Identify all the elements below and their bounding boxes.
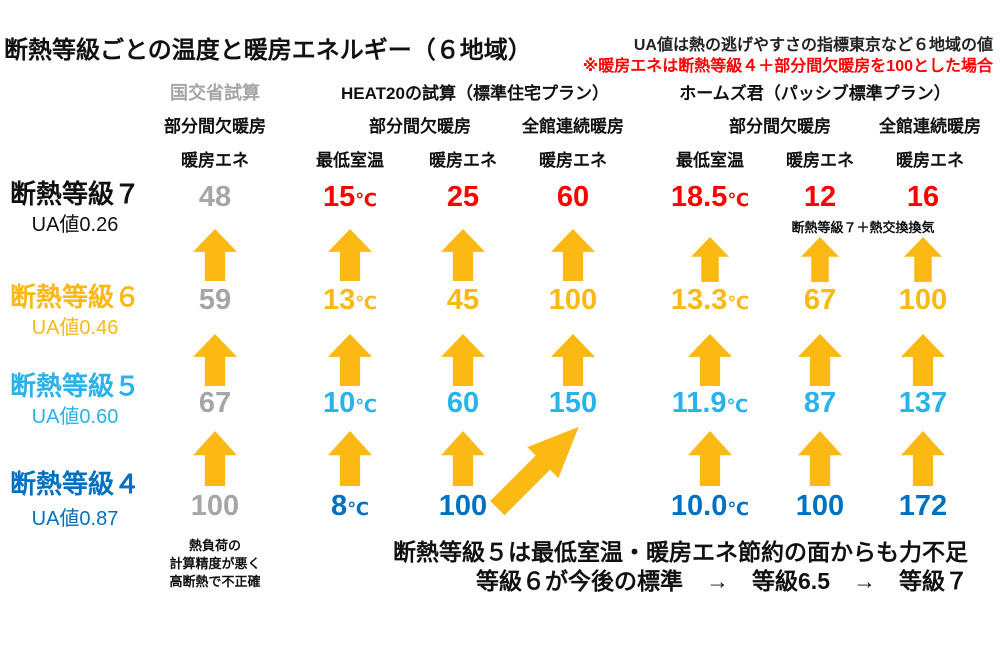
value-grade4-heat20-min-temp: 8℃ bbox=[331, 490, 369, 522]
up-arrow-icon bbox=[691, 237, 729, 282]
up-arrow-icon bbox=[551, 229, 595, 281]
header-mode-homeskun-intermittent: 部分間欠暖房 bbox=[729, 117, 831, 136]
row-ua-grade5: UA値0.60 bbox=[31, 406, 119, 428]
up-arrow-icon bbox=[688, 334, 732, 386]
value-grade6-heat20-energy-intermittent: 45 bbox=[446, 284, 480, 316]
value-grade7-homeskun-energy-continuous: 16 bbox=[906, 181, 940, 213]
header-mode-heat20-continuous: 全館連続暖房 bbox=[522, 117, 624, 136]
row-label-grade4: 断熱等級４ bbox=[9, 469, 140, 499]
up-arrow-icon bbox=[441, 229, 485, 281]
value-grade4-homeskun-energy-continuous: 172 bbox=[898, 490, 948, 522]
up-arrow-icon bbox=[688, 431, 732, 486]
up-arrow-icon bbox=[798, 334, 842, 386]
value-grade4-mlit-energy: 100 bbox=[190, 490, 240, 522]
value-grade7-heat20-energy-continuous: 60 bbox=[556, 181, 590, 213]
header-metric-mlit-energy: 暖房エネ bbox=[181, 151, 249, 170]
up-arrow-icon bbox=[193, 334, 237, 386]
header-metric-heat20-energy-intermittent: 暖房エネ bbox=[429, 151, 497, 170]
header-group-mlit: 国交省試算 bbox=[170, 83, 260, 103]
diagonal-up-arrow-icon bbox=[482, 411, 594, 523]
header-metric-homeskun-min-temp: 最低室温 bbox=[676, 151, 744, 170]
energy-baseline-note: ※暖房エネは断熱等級４＋部分間欠暖房を100とした場合 bbox=[582, 58, 993, 75]
value-grade5-mlit-energy: 67 bbox=[198, 387, 232, 419]
up-arrow-icon bbox=[901, 334, 945, 386]
up-arrow-icon bbox=[193, 431, 237, 486]
mlit-accuracy-note-line: 熱負荷の bbox=[188, 538, 241, 553]
conclusion-line-1: 断熱等級５は最低室温・暖房エネ節約の面からも力不足 bbox=[393, 539, 968, 565]
value-grade5-heat20-energy-intermittent: 60 bbox=[446, 387, 480, 419]
value-grade7-homeskun-min-temp: 18.5℃ bbox=[670, 181, 750, 213]
value-grade7-heat20-energy-intermittent: 25 bbox=[446, 181, 480, 213]
header-mode-homeskun-continuous: 全館連続暖房 bbox=[879, 117, 981, 136]
header-metric-heat20-min-temp: 最低室温 bbox=[316, 151, 384, 170]
value-grade5-heat20-min-temp: 10℃ bbox=[322, 387, 378, 419]
value-grade6-heat20-min-temp: 13℃ bbox=[322, 284, 378, 316]
value-grade6-homeskun-energy-intermittent: 67 bbox=[803, 284, 837, 316]
up-arrow-icon bbox=[441, 334, 485, 386]
header-group-homeskun: ホームズ君（パッシブ標準プラン） bbox=[679, 84, 951, 103]
up-arrow-icon bbox=[441, 431, 485, 486]
header-group-heat20: HEAT20の試算（標準住宅プラン） bbox=[341, 84, 609, 103]
value-grade6-homeskun-min-temp: 13.3℃ bbox=[670, 284, 750, 316]
row-label-grade7: 断熱等級７ bbox=[9, 179, 140, 209]
header-metric-homeskun-energy-continuous: 暖房エネ bbox=[896, 151, 964, 170]
value-grade4-heat20-energy-intermittent: 100 bbox=[438, 490, 488, 522]
up-arrow-icon bbox=[901, 431, 945, 486]
row-ua-grade4: UA値0.87 bbox=[31, 508, 119, 530]
mlit-accuracy-note: 熱負荷の 計算精度が悪く 高断熱で不正確 bbox=[140, 537, 290, 591]
ua-definition-note: UA値は熱の逃げやすさの指標東京など６地域の値 bbox=[633, 37, 993, 54]
up-arrow-icon bbox=[328, 229, 372, 281]
up-arrow-icon bbox=[798, 431, 842, 486]
up-arrow-icon bbox=[551, 334, 595, 386]
up-arrow-icon bbox=[904, 237, 942, 282]
page-title: 断熱等級ごとの温度と暖房エネルギー（６地域） bbox=[4, 37, 532, 64]
value-grade7-heat20-min-temp: 15℃ bbox=[322, 181, 378, 213]
up-arrow-icon bbox=[328, 431, 372, 486]
value-grade5-heat20-energy-continuous: 150 bbox=[548, 387, 598, 419]
row-ua-grade6: UA値0.46 bbox=[31, 317, 119, 339]
row-ua-grade7: UA値0.26 bbox=[31, 214, 119, 236]
value-grade7-mlit-energy: 48 bbox=[198, 181, 232, 213]
row-label-grade5: 断熱等級５ bbox=[9, 371, 140, 401]
up-arrow-icon bbox=[801, 237, 839, 282]
value-grade4-homeskun-energy-intermittent: 100 bbox=[795, 490, 845, 522]
up-arrow-icon bbox=[193, 229, 237, 281]
value-grade6-homeskun-energy-continuous: 100 bbox=[898, 284, 948, 316]
value-grade5-homeskun-min-temp: 11.9℃ bbox=[671, 387, 749, 419]
value-grade6-heat20-energy-continuous: 100 bbox=[548, 284, 598, 316]
header-metric-homeskun-energy-intermittent: 暖房エネ bbox=[786, 151, 854, 170]
value-grade4-homeskun-min-temp: 10.0℃ bbox=[670, 490, 750, 522]
value-grade5-homeskun-energy-continuous: 137 bbox=[898, 387, 948, 419]
value-grade5-homeskun-energy-intermittent: 87 bbox=[803, 387, 837, 419]
mlit-accuracy-note-line: 計算精度が悪く bbox=[169, 556, 261, 571]
conclusion-line-2: 等級６が今後の標準 → 等級6.5 → 等級７ bbox=[476, 568, 968, 594]
header-mode-mlit-intermittent: 部分間欠暖房 bbox=[164, 117, 266, 136]
value-grade6-mlit-energy: 59 bbox=[198, 284, 232, 316]
header-mode-heat20-intermittent: 部分間欠暖房 bbox=[369, 117, 471, 136]
grade7-heat-exchange-note: 断熱等級７＋熱交換換気 bbox=[791, 220, 935, 235]
header-metric-heat20-energy-continuous: 暖房エネ bbox=[539, 151, 607, 170]
up-arrow-icon bbox=[328, 334, 372, 386]
row-label-grade6: 断熱等級６ bbox=[9, 282, 140, 312]
value-grade7-homeskun-energy-intermittent: 12 bbox=[803, 181, 837, 213]
mlit-accuracy-note-line: 高断熱で不正確 bbox=[169, 574, 261, 589]
